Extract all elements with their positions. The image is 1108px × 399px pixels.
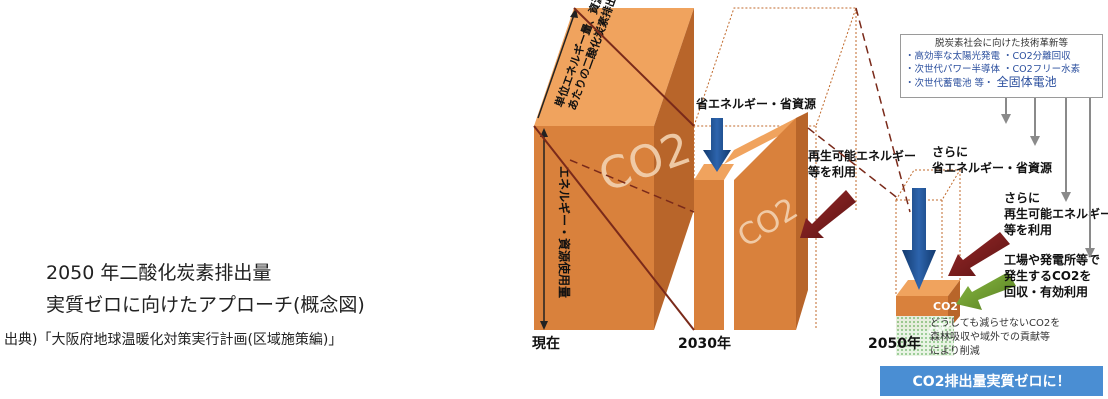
diagram-title-line-1: 2050 年二酸化炭素排出量	[46, 262, 272, 284]
tech-connectors	[1005, 98, 1091, 252]
co2-label-2050: CO2	[933, 300, 958, 313]
offset-note-line-1: どうしても減らせないCO2を	[930, 318, 1061, 329]
arrow-capture-label-3: 回収・有効利用	[1004, 284, 1088, 299]
tech-box-line-3-a: ・次世代蓄電池 等・	[905, 78, 994, 89]
tech-box-line-3: ・次世代蓄電池 等・ 全固体電池	[905, 76, 1098, 90]
arrow-save-2050	[902, 188, 936, 290]
offset-note: どうしても減らせないCO2を 森林吸収や域外での貢献等 により削減	[930, 317, 1060, 359]
arrow-more-renew-label-2: 再生可能エネルギー	[1004, 206, 1108, 221]
arrow-capture-label-2: 発生するCO2を	[1003, 268, 1091, 283]
present-top-face	[534, 8, 694, 126]
arrow-more-renew-label-3: 等を利用	[1003, 222, 1052, 237]
block-2030-side	[796, 112, 808, 330]
tech-box-header: 脱炭素社会に向けた技術革新等	[934, 38, 1068, 49]
arrow-renew-label-1: 再生可能エネルギー	[808, 148, 916, 163]
arrow-capture-2050	[956, 272, 1016, 310]
arrow-renew-2030	[800, 190, 856, 238]
tech-box-line-1: ・高効率な太陽光発電 ・CO2分離回収	[905, 51, 1071, 62]
net-zero-result-badge: CO2排出量実質ゼロに！	[880, 366, 1103, 396]
block-2030	[694, 112, 808, 330]
block-2030-top	[724, 116, 800, 164]
arrow-more-save-label-2: 省エネルギー・省資源	[931, 160, 1052, 175]
block-present	[534, 8, 694, 330]
outline-2050	[895, 169, 961, 296]
source-citation: 出典)「大阪府地球温暖化対策実行計画(区域施策編)」	[4, 332, 343, 348]
present-side-face	[654, 8, 694, 330]
arrow-save-2030	[703, 118, 731, 172]
block-2050	[896, 280, 960, 356]
block-2030-front	[734, 118, 796, 330]
tech-connector-arrowheads	[1001, 114, 1095, 258]
block-2050-forest-offset	[896, 316, 954, 356]
projection-lines	[569, 7, 911, 213]
offset-note-line-3: により削減	[930, 346, 980, 357]
block-2030-small-front	[694, 180, 724, 330]
year-label-now: 現在	[532, 335, 560, 352]
tech-box-line-3-b: 全固体電池	[996, 75, 1057, 89]
arrow-save-label: 省エネルギー・省資源	[695, 96, 816, 111]
block-2050-top	[896, 280, 960, 296]
tech-box-line-2: ・次世代パワー半導体 ・CO2フリー水素	[905, 64, 1081, 75]
diagram-title-line-2: 実質ゼロに向けたアプローチ(概念図)	[46, 294, 365, 316]
arrow-more-renew-label-1: さらに	[1004, 191, 1040, 205]
arrow-more-save-label-1: さらに	[932, 145, 968, 159]
side-axis-label: エネルギー・資源使用量	[557, 166, 572, 298]
present-front-face	[534, 126, 654, 330]
offset-note-line-2: 森林吸収や域外での貢献等	[930, 332, 1050, 343]
tech-innovation-box: 脱炭素社会に向けた技術革新等 ・高効率な太陽光発電 ・CO2分離回収 ・次世代パ…	[900, 34, 1103, 98]
year-label-2030: 2030年	[678, 335, 731, 352]
block-2050-co2-front	[930, 296, 948, 316]
arrow-renew-label-2: 等を利用	[807, 164, 856, 179]
arrow-renew-2050	[948, 232, 1010, 276]
arrow-capture-label-1: 工場や発電所等で	[1004, 252, 1100, 267]
block-2030-small-top	[694, 164, 734, 180]
present-lines	[533, 7, 695, 331]
year-label-2050: 2050年	[868, 335, 921, 352]
